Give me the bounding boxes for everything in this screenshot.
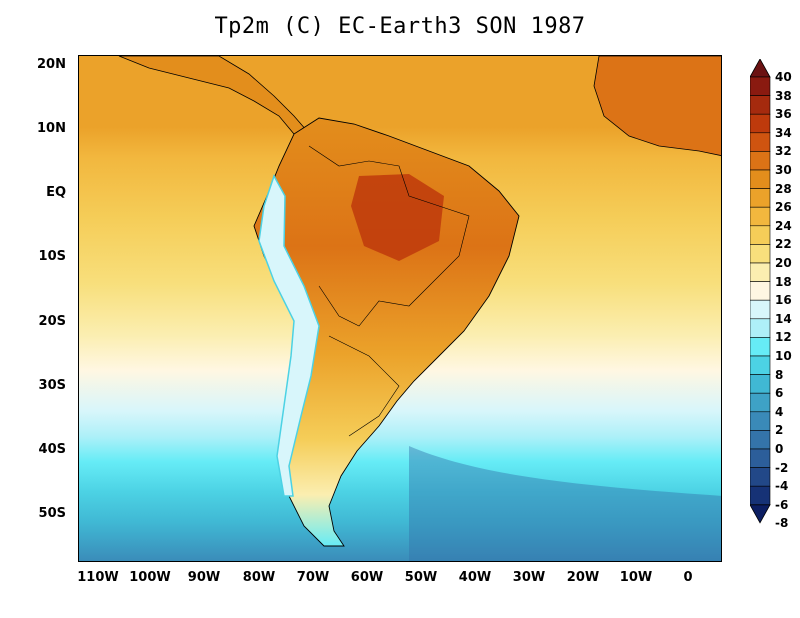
colorbar-tick-label: -6 xyxy=(775,497,789,512)
colorbar-top-arrow xyxy=(750,59,771,78)
lat-label: 10N xyxy=(37,121,66,136)
colorbar-tick-label: 18 xyxy=(775,274,792,289)
colorbar-tick-label: -8 xyxy=(775,516,789,531)
colorbar-tick-label: 14 xyxy=(775,311,792,326)
colorbar-swatch xyxy=(750,281,771,301)
colorbar-tick-label: 38 xyxy=(775,88,792,103)
lat-label: 30S xyxy=(38,378,66,393)
colorbar-swatch xyxy=(750,430,771,450)
lon-label: 20W xyxy=(566,570,600,585)
lat-label: 20S xyxy=(38,314,66,329)
lon-label: 90W xyxy=(187,570,221,585)
colorbar-swatch xyxy=(750,392,771,413)
lat-label: 10S xyxy=(38,249,66,264)
colorbar-tick-label: 16 xyxy=(775,293,792,308)
amazon-hotspot xyxy=(351,174,444,261)
colorbar-swatch xyxy=(750,374,771,394)
lat-label: 40S xyxy=(38,442,66,457)
colorbar-tick-label: 8 xyxy=(775,367,784,382)
lon-label: 50W xyxy=(404,570,438,585)
country-borders-2 xyxy=(328,335,400,437)
colorbar xyxy=(750,59,771,524)
colorbar-tick-label: -2 xyxy=(775,460,789,475)
lon-label: 10W xyxy=(619,570,653,585)
colorbar-tick-label: 20 xyxy=(775,256,792,270)
colorbar-swatch xyxy=(750,76,771,96)
colorbar-swatch xyxy=(750,225,771,245)
lon-label: 30W xyxy=(512,570,546,585)
south-east-band xyxy=(409,446,721,561)
colorbar-swatch xyxy=(750,188,771,208)
colorbar-swatch xyxy=(750,95,771,115)
colorbar-bottom-arrow xyxy=(750,504,771,524)
africa-landmass xyxy=(593,56,721,156)
colorbar-tick-label: 2 xyxy=(775,423,784,438)
lon-label: 70W xyxy=(296,570,330,585)
lat-label: 50S xyxy=(38,506,66,521)
andes-cold-band xyxy=(258,174,320,497)
colorbar-tick-label: 28 xyxy=(775,181,792,196)
lat-label: EQ xyxy=(46,185,66,200)
lon-label: 110W xyxy=(77,570,119,585)
colorbar-swatch xyxy=(750,355,771,375)
colorbar-swatch xyxy=(750,113,771,134)
colorbar-tick-label: 6 xyxy=(775,386,784,401)
colorbar-tick-label: 22 xyxy=(775,237,792,252)
colorbar-tick-label: -4 xyxy=(775,479,789,494)
colorbar-swatch xyxy=(750,448,771,468)
colorbar-tick-label: 10 xyxy=(775,349,792,363)
colorbar-tick-label: 12 xyxy=(775,330,792,345)
country-borders xyxy=(308,145,470,327)
colorbar-tick-label: 30 xyxy=(775,163,792,177)
map-title: Tp2m (C) EC-Earth3 SON 1987 xyxy=(214,14,586,39)
colorbar-swatch xyxy=(750,262,771,282)
temperature-map xyxy=(79,56,721,561)
colorbar-swatch xyxy=(750,467,771,487)
colorbar-tick-label: 34 xyxy=(775,125,792,140)
colorbar-tick-label: 24 xyxy=(775,218,792,233)
colorbar-tick-label: 0 xyxy=(775,442,784,456)
colorbar-swatch xyxy=(750,151,771,171)
lon-label: 60W xyxy=(350,570,384,585)
colorbar-tick-label: 26 xyxy=(775,200,792,215)
colorbar-swatch xyxy=(750,411,771,431)
colorbar-tick-label: 32 xyxy=(775,144,792,159)
lon-label: 0 xyxy=(683,570,693,585)
lon-label: 40W xyxy=(458,570,492,585)
lon-label: 100W xyxy=(129,570,171,585)
colorbar-tick-label: 4 xyxy=(775,404,784,419)
colorbar-swatch xyxy=(750,299,771,320)
colorbar-swatch xyxy=(750,318,771,338)
colorbar-swatch xyxy=(750,132,771,152)
colorbar-swatch xyxy=(750,206,771,227)
colorbar-swatch xyxy=(750,337,771,357)
colorbar-tick-label: 36 xyxy=(775,107,792,122)
lon-label: 80W xyxy=(242,570,276,585)
colorbar-swatch xyxy=(750,485,771,506)
lat-label: 20N xyxy=(37,57,66,72)
map-frame xyxy=(78,55,722,562)
colorbar-swatch xyxy=(750,244,771,264)
colorbar-swatch xyxy=(750,169,771,189)
colorbar-tick-label: 40 xyxy=(775,70,792,84)
